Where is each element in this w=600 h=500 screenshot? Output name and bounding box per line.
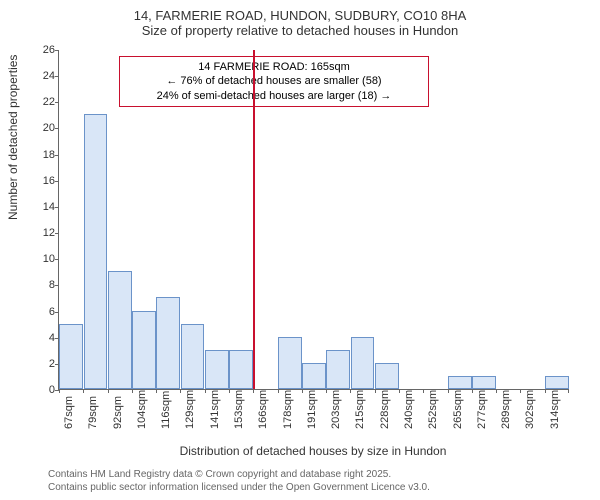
x-tick-label: 215sqm — [354, 390, 366, 429]
x-tick-label: 116sqm — [160, 391, 172, 429]
x-tick-mark — [229, 389, 230, 393]
y-tick-label: 10 — [29, 253, 55, 265]
x-tick-mark — [253, 389, 254, 393]
histogram-bar — [229, 350, 253, 389]
annotation-line2: ← 76% of detached houses are smaller (58… — [126, 74, 422, 88]
x-tick-label: 166sqm — [257, 390, 269, 429]
y-tick-label: 14 — [29, 201, 55, 213]
y-tick-mark — [55, 181, 59, 182]
y-tick-label: 6 — [29, 306, 55, 318]
annotation-line3: 24% of semi-detached houses are larger (… — [126, 89, 422, 103]
x-tick-label: 178sqm — [282, 390, 294, 429]
reference-line — [253, 50, 255, 389]
x-tick-mark — [205, 389, 206, 393]
footer-line1: Contains HM Land Registry data © Crown c… — [48, 469, 430, 482]
title-block: 14, FARMERIE ROAD, HUNDON, SUDBURY, CO10… — [0, 0, 600, 38]
y-tick-label: 0 — [29, 384, 55, 396]
x-tick-label: 92sqm — [112, 396, 124, 429]
footer-line2: Contains public sector information licen… — [48, 482, 430, 495]
histogram-bar — [132, 311, 156, 389]
x-tick-label: 153sqm — [233, 390, 245, 429]
x-tick-label: 141sqm — [209, 390, 221, 429]
x-tick-label: 302sqm — [524, 390, 536, 429]
x-tick-mark — [568, 389, 569, 393]
x-tick-label: 277sqm — [476, 390, 488, 429]
x-tick-label: 265sqm — [452, 390, 464, 429]
annotation-box: 14 FARMERIE ROAD: 165sqm ← 76% of detach… — [119, 56, 429, 107]
y-tick-label: 18 — [29, 149, 55, 161]
y-tick-mark — [55, 155, 59, 156]
histogram-bar — [375, 363, 399, 389]
x-tick-mark — [545, 389, 546, 393]
y-tick-label: 22 — [29, 96, 55, 108]
x-tick-mark — [472, 389, 473, 393]
y-tick-mark — [55, 207, 59, 208]
title-address: 14, FARMERIE ROAD, HUNDON, SUDBURY, CO10… — [0, 8, 600, 23]
histogram-bar — [545, 376, 569, 389]
x-tick-label: 203sqm — [330, 390, 342, 429]
x-tick-mark — [496, 389, 497, 393]
x-tick-mark — [423, 389, 424, 393]
x-tick-label: 191sqm — [306, 390, 318, 429]
histogram-bar — [302, 363, 326, 389]
y-tick-mark — [55, 259, 59, 260]
y-tick-label: 16 — [29, 175, 55, 187]
x-tick-mark — [108, 389, 109, 393]
chart-container: 14, FARMERIE ROAD, HUNDON, SUDBURY, CO10… — [0, 0, 600, 500]
histogram-bar — [205, 350, 229, 389]
x-tick-mark — [156, 389, 157, 393]
histogram-bar — [326, 350, 350, 389]
x-tick-mark — [278, 389, 279, 393]
x-tick-mark — [302, 389, 303, 393]
x-tick-mark — [132, 389, 133, 393]
x-tick-label: 252sqm — [427, 390, 439, 429]
title-subtitle: Size of property relative to detached ho… — [0, 23, 600, 38]
x-tick-mark — [83, 389, 84, 393]
y-tick-mark — [55, 285, 59, 286]
y-tick-label: 26 — [29, 44, 55, 56]
x-tick-label: 67sqm — [63, 396, 75, 429]
x-tick-label: 104sqm — [136, 390, 148, 429]
y-tick-label: 12 — [29, 227, 55, 239]
x-tick-mark — [520, 389, 521, 393]
y-tick-mark — [55, 76, 59, 77]
y-tick-label: 2 — [29, 358, 55, 370]
y-tick-mark — [55, 233, 59, 234]
y-tick-label: 24 — [29, 70, 55, 82]
x-tick-label: 129sqm — [184, 390, 196, 429]
x-tick-mark — [448, 389, 449, 393]
x-tick-mark — [180, 389, 181, 393]
x-tick-label: 314sqm — [549, 390, 561, 429]
y-axis-label: Number of detached properties — [6, 55, 20, 220]
x-tick-mark — [326, 389, 327, 393]
y-tick-label: 20 — [29, 122, 55, 134]
x-tick-label: 228sqm — [379, 390, 391, 429]
x-tick-mark — [350, 389, 351, 393]
histogram-bar — [472, 376, 496, 389]
y-tick-mark — [55, 102, 59, 103]
x-tick-mark — [375, 389, 376, 393]
x-tick-label: 289sqm — [500, 390, 512, 429]
histogram-bar — [84, 114, 108, 389]
x-tick-mark — [399, 389, 400, 393]
histogram-bar — [59, 324, 83, 389]
histogram-bar — [448, 376, 472, 389]
histogram-bar — [156, 297, 180, 389]
histogram-bar — [181, 324, 205, 389]
histogram-bar — [351, 337, 375, 389]
y-tick-mark — [55, 312, 59, 313]
histogram-bar — [278, 337, 302, 389]
x-tick-label: 240sqm — [403, 390, 415, 429]
x-tick-label: 79sqm — [87, 396, 99, 429]
y-tick-mark — [55, 50, 59, 51]
x-axis-label: Distribution of detached houses by size … — [58, 444, 568, 458]
histogram-bar — [108, 271, 132, 389]
y-tick-mark — [55, 128, 59, 129]
annotation-line1: 14 FARMERIE ROAD: 165sqm — [126, 60, 422, 74]
plot-area: 14 FARMERIE ROAD: 165sqm ← 76% of detach… — [58, 50, 568, 390]
x-tick-mark — [59, 389, 60, 393]
y-tick-label: 4 — [29, 332, 55, 344]
y-tick-label: 8 — [29, 279, 55, 291]
footer-attribution: Contains HM Land Registry data © Crown c… — [48, 469, 430, 494]
